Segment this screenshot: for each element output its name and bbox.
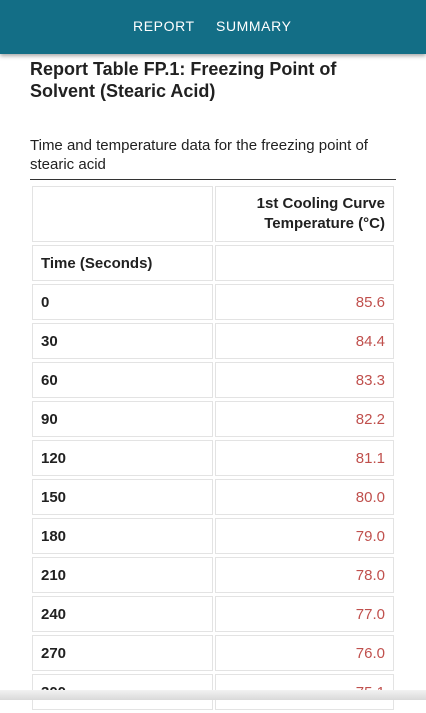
temperature-cell[interactable]: 81.1 xyxy=(214,440,394,476)
temperature-cell[interactable]: 79.0 xyxy=(214,518,394,554)
report-title: Report Table FP.1: Freezing Point of Sol… xyxy=(30,59,337,101)
tab-report[interactable]: REPORT xyxy=(133,18,195,34)
temperature-cell[interactable]: 80.0 xyxy=(214,479,394,515)
column-header-temperature: 1st Cooling Curve Temperature (°C) xyxy=(214,186,394,242)
table-row: 180 79.0 xyxy=(32,518,394,554)
table-row: 240 77.0 xyxy=(32,596,394,632)
temperature-cell[interactable]: 76.0 xyxy=(214,635,394,671)
table-row: 120 81.1 xyxy=(32,440,394,476)
table-row: 270 76.0 xyxy=(32,635,394,671)
temperature-cell[interactable]: 77.0 xyxy=(214,596,394,632)
tab-summary[interactable]: SUMMARY xyxy=(216,18,292,34)
time-cell: 90 xyxy=(32,401,213,437)
table-header-row: 1st Cooling Curve Temperature (°C) xyxy=(32,186,394,242)
row-label-row: Time (Seconds) xyxy=(32,245,394,281)
table-row: 60 83.3 xyxy=(32,362,394,398)
table-row: 90 82.2 xyxy=(32,401,394,437)
header-empty-cell xyxy=(32,186,213,242)
time-cell: 270 xyxy=(32,635,213,671)
temperature-cell[interactable]: 85.6 xyxy=(214,284,394,320)
table-row: 0 85.6 xyxy=(32,284,394,320)
table-row: 210 78.0 xyxy=(32,557,394,593)
time-cell: 210 xyxy=(32,557,213,593)
app-bar: REPORT SUMMARY xyxy=(0,0,426,54)
temperature-cell[interactable]: 84.4 xyxy=(214,323,394,359)
table-caption: Time and temperature data for the freezi… xyxy=(30,137,368,173)
time-cell: 120 xyxy=(32,440,213,476)
row-header-time: Time (Seconds) xyxy=(32,245,213,281)
bottom-edge-shadow xyxy=(0,690,426,700)
time-cell: 240 xyxy=(32,596,213,632)
data-table: 1st Cooling Curve Temperature (°C) Time … xyxy=(30,183,396,713)
time-cell: 150 xyxy=(32,479,213,515)
temperature-cell[interactable]: 78.0 xyxy=(214,557,394,593)
caption-divider xyxy=(30,179,396,180)
temperature-cell[interactable]: 83.3 xyxy=(214,362,394,398)
time-cell: 30 xyxy=(32,323,213,359)
time-cell: 0 xyxy=(32,284,213,320)
time-cell: 180 xyxy=(32,518,213,554)
row-label-empty-cell xyxy=(214,245,394,281)
table-row: 150 80.0 xyxy=(32,479,394,515)
table-row: 30 84.4 xyxy=(32,323,394,359)
temperature-cell[interactable]: 82.2 xyxy=(214,401,394,437)
time-cell: 60 xyxy=(32,362,213,398)
report-content: Report Table FP.1: Freezing Point of Sol… xyxy=(30,58,396,713)
